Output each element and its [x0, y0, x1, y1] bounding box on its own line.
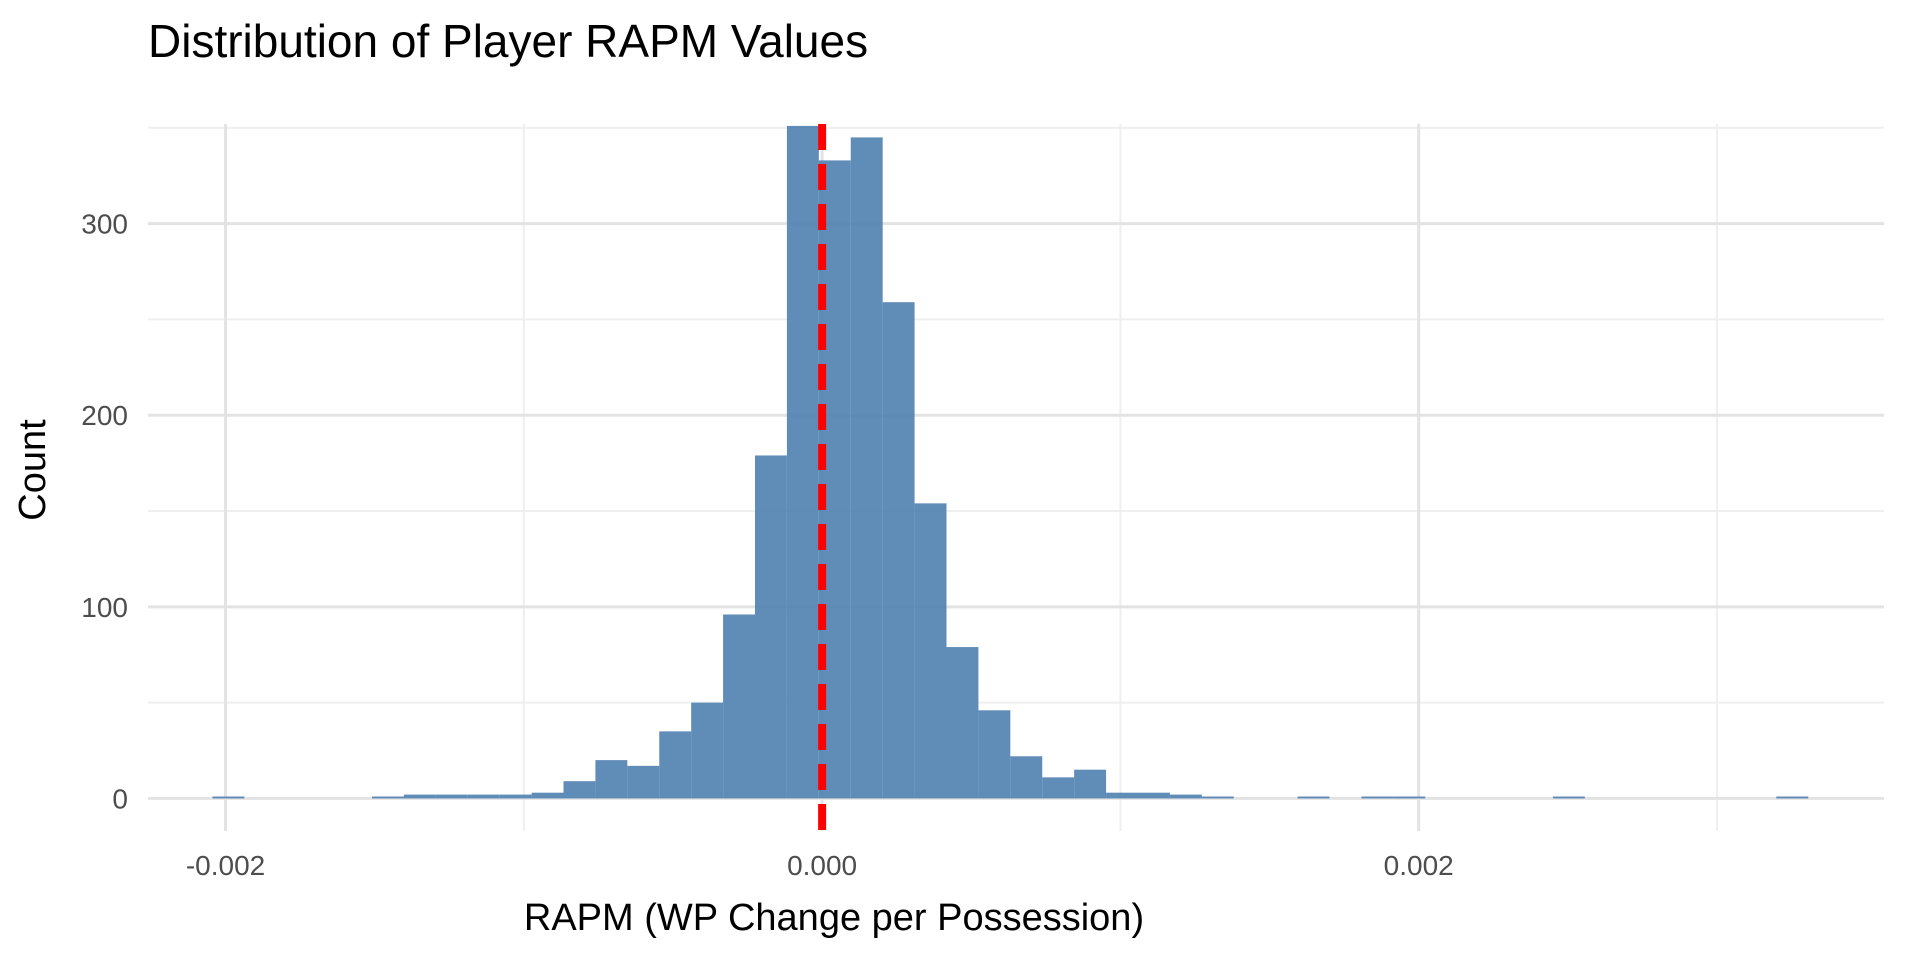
histogram-bar [1074, 769, 1107, 799]
x-tick-label: 0.002 [1384, 850, 1454, 881]
histogram-bar [1393, 796, 1426, 799]
y-axis-ticks: 0 100 200 300 [81, 209, 128, 815]
x-axis-label: RAPM (WP Change per Possession) [524, 897, 1144, 939]
histogram-bar [786, 125, 819, 799]
grid [148, 124, 1884, 831]
histogram-bar [1042, 777, 1075, 799]
bars [212, 125, 1809, 799]
histogram-bar [499, 794, 532, 799]
histogram-bar [1137, 792, 1170, 799]
x-tick-label: 0.000 [787, 850, 857, 881]
histogram-bar [627, 765, 660, 799]
x-tick-label: -0.002 [186, 850, 265, 881]
histogram-bar [1106, 792, 1138, 799]
histogram-bar [723, 614, 756, 799]
chart-title: Distribution of Player RAPM Values [148, 15, 869, 67]
histogram-bar [1010, 756, 1043, 799]
histogram-bar [914, 503, 947, 799]
histogram-bar [946, 647, 979, 799]
histogram-bar [403, 794, 436, 799]
y-axis-label: Count [12, 419, 54, 521]
histogram-bar [1297, 796, 1330, 799]
histogram-bar [435, 794, 468, 799]
histogram-bar [882, 302, 915, 799]
histogram-bar [563, 781, 596, 799]
histogram-bar [467, 794, 500, 799]
histogram-bar [212, 796, 245, 799]
histogram-bar [531, 792, 564, 799]
histogram-bar [1776, 796, 1809, 799]
y-tick-label: 0 [112, 783, 128, 814]
histogram-bar [978, 710, 1011, 799]
histogram-bar [372, 796, 404, 799]
histogram-bar [595, 760, 628, 799]
y-tick-label: 200 [81, 400, 128, 431]
histogram-bar [1201, 796, 1234, 799]
histogram-bar [1552, 796, 1585, 799]
y-tick-label: 300 [81, 209, 128, 240]
histogram-bar [850, 137, 883, 799]
x-axis-ticks: -0.002 0.000 0.002 [186, 850, 1454, 881]
histogram-bar [755, 455, 787, 799]
histogram-bar [1361, 796, 1394, 799]
histogram-bar [691, 702, 724, 799]
histogram-bar [659, 731, 692, 799]
y-tick-label: 100 [81, 592, 128, 623]
histogram-bar [1169, 794, 1202, 799]
